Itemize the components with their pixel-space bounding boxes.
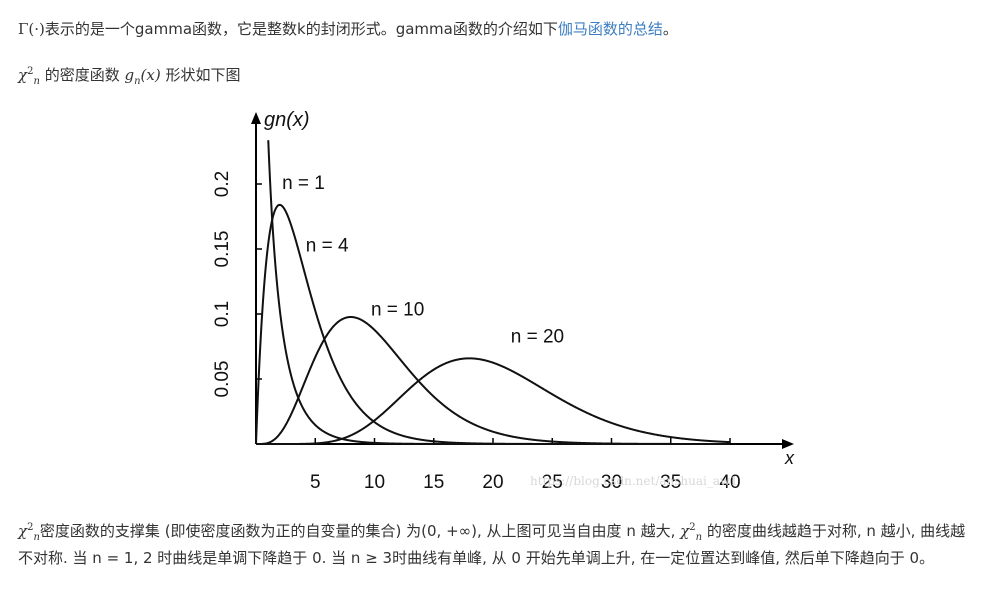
x-tick-label: 5 — [310, 472, 321, 493]
series-label-n20: n = 20 — [511, 327, 564, 348]
series-label-n4: n = 4 — [306, 236, 349, 257]
explanation-text-1: 密度函数的支撑集 (即使密度函数为正的自变量的集合) 为(0, +∞), 从上图… — [40, 522, 680, 540]
func-name: g — [124, 66, 134, 84]
x-tick-label: 15 — [423, 472, 444, 493]
intro-line: Γ(·)表示的是一个gamma函数，它是整数k的封闭形式。gamma函数的介绍如… — [18, 18, 678, 39]
watermark: https://blog.csdn.net/anshuai_aw1 — [530, 474, 738, 488]
series-line-n10 — [256, 317, 730, 444]
chart-axes — [251, 112, 794, 449]
x-axis-label: x — [784, 448, 795, 468]
intro-text: 表示的是一个gamma函数，它是整数k的封闭形式。gamma函数的介绍如下 — [45, 20, 558, 38]
caption-text-b: 形状如下图 — [161, 66, 241, 84]
y-tick-label: 0.15 — [212, 231, 233, 268]
y-axis-arrow — [251, 112, 261, 124]
func-arg: (x) — [141, 66, 161, 84]
chi-symbol: χ — [18, 66, 27, 84]
y-axis-label: gn(x) — [264, 109, 310, 131]
chi-square-density-chart: 5 10 15 20 25 30 35 400.050.10.150.2 n = 1n = 4… — [200, 100, 800, 500]
density-caption: χ2n 的密度函数 gn(x) 形状如下图 — [18, 64, 240, 85]
gamma-function-symbol: Γ(·) — [18, 20, 45, 38]
y-tick-label: 0.05 — [212, 361, 233, 398]
x-tick-label: 10 — [364, 472, 385, 493]
y-tick-label: 0.2 — [212, 171, 233, 197]
series-line-n1 — [268, 140, 730, 444]
series-label-n1: n = 1 — [282, 173, 325, 194]
chi2-symbol-p3: χ — [680, 522, 689, 540]
series-label-n10: n = 10 — [371, 299, 424, 320]
caption-text-a: 的密度函数 — [40, 66, 125, 84]
intro-end: 。 — [663, 20, 678, 38]
x-tick-label: 20 — [482, 472, 503, 493]
chi-symbol-p3: χ — [18, 522, 27, 540]
explanation-paragraph: χ2n密度函数的支撑集 (即使密度函数为正的自变量的集合) 为(0, +∞), … — [18, 518, 978, 572]
gamma-summary-link[interactable]: 伽马函数的总结 — [558, 20, 663, 38]
y-tick-label: 0.1 — [212, 301, 233, 327]
